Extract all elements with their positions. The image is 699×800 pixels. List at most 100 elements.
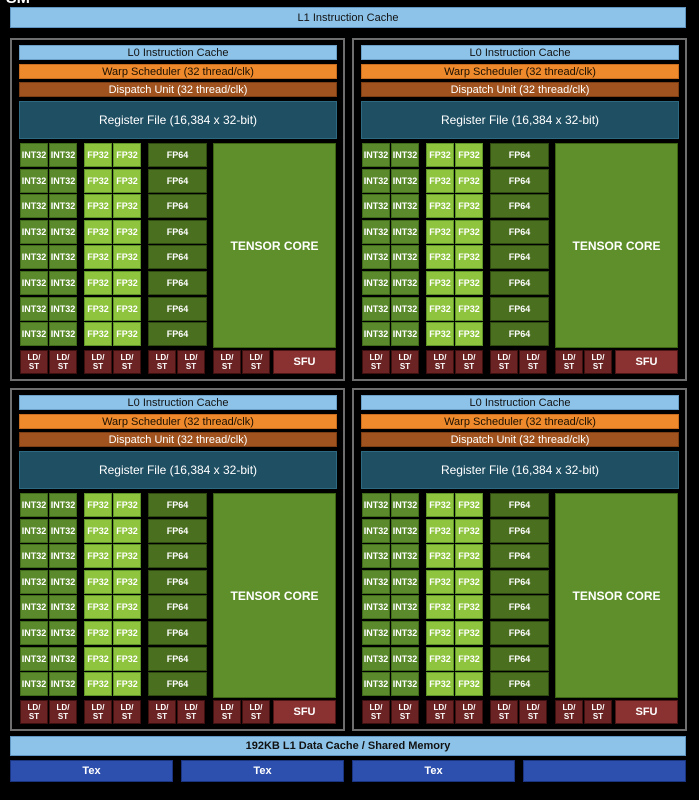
int32-unit: INT32 <box>391 322 419 347</box>
int32-unit: INT32 <box>362 569 390 594</box>
int32-unit: INT32 <box>391 271 419 295</box>
ldst-label-line1: LD/ <box>220 353 234 362</box>
ldst-label-line2: ST <box>434 362 446 371</box>
ldst-label-line2: ST <box>498 362 510 371</box>
fp32-unit: FP32 <box>84 493 112 517</box>
fp32-unit: FP32 <box>84 194 112 219</box>
ldst-label-line2: ST <box>221 712 233 721</box>
int32-unit: INT32 <box>362 271 390 295</box>
ldst-label-line1: LD/ <box>27 703 41 712</box>
int32-unit: INT32 <box>49 595 77 620</box>
int32-unit: INT32 <box>20 672 48 697</box>
ldst-unit: LD/ST <box>113 350 141 374</box>
fp32-unit: FP32 <box>84 646 112 671</box>
fp64-unit: FP64 <box>490 595 549 620</box>
fp32-unit: FP32 <box>455 672 483 697</box>
ldst-label-line2: ST <box>121 712 133 721</box>
ldst-label-line1: LD/ <box>369 703 383 712</box>
warp-scheduler: Warp Scheduler (32 thread/clk) <box>19 64 337 79</box>
tex-unit: Tex <box>352 760 515 782</box>
int32-unit: INT32 <box>391 219 419 244</box>
int32-unit: INT32 <box>49 219 77 244</box>
ldst-label-line2: ST <box>399 362 411 371</box>
fp32-unit: FP32 <box>426 621 454 645</box>
fp32-unit: FP32 <box>455 646 483 671</box>
ldst-unit: LD/ST <box>213 350 241 374</box>
fp32-unit: FP32 <box>113 245 141 270</box>
int32-unit: INT32 <box>362 646 390 671</box>
fp64-unit: FP64 <box>490 219 549 244</box>
ldst-label-line1: LD/ <box>220 703 234 712</box>
ldst-label-line1: LD/ <box>497 353 511 362</box>
int32-unit: INT32 <box>362 595 390 620</box>
warp-scheduler: Warp Scheduler (32 thread/clk) <box>361 414 679 429</box>
ldst-label-line2: ST <box>221 362 233 371</box>
fp32-unit: FP32 <box>455 143 483 167</box>
register-file: Register File (16,384 x 32-bit) <box>19 101 337 139</box>
int32-unit: INT32 <box>49 493 77 517</box>
fp32-unit: FP32 <box>113 646 141 671</box>
ldst-label-line1: LD/ <box>155 703 169 712</box>
int32-unit: INT32 <box>362 518 390 543</box>
ldst-label-line1: LD/ <box>591 353 605 362</box>
int32-unit: INT32 <box>391 569 419 594</box>
int32-unit: INT32 <box>391 143 419 167</box>
int32-unit: INT32 <box>20 646 48 671</box>
ldst-label-line2: ST <box>370 362 382 371</box>
ldst-label-line2: ST <box>527 712 539 721</box>
int32-unit: INT32 <box>362 672 390 697</box>
ldst-label-line2: ST <box>434 712 446 721</box>
ldst-unit: LD/ST <box>584 350 612 374</box>
ldst-label-line1: LD/ <box>433 353 447 362</box>
fp32-unit: FP32 <box>84 322 112 347</box>
int32-unit: INT32 <box>362 322 390 347</box>
fp64-unit: FP64 <box>148 322 207 347</box>
ldst-label-line2: ST <box>463 712 475 721</box>
ldst-unit: LD/ST <box>455 350 483 374</box>
ldst-label-line2: ST <box>92 712 104 721</box>
fp32-unit: FP32 <box>84 595 112 620</box>
fp32-unit: FP32 <box>426 271 454 295</box>
int32-unit: INT32 <box>20 296 48 321</box>
fp32-unit: FP32 <box>113 621 141 645</box>
sm-title: SM <box>6 0 30 7</box>
fp64-unit: FP64 <box>490 621 549 645</box>
fp32-unit: FP32 <box>455 493 483 517</box>
l0-instruction-cache: L0 Instruction Cache <box>19 395 337 410</box>
ldst-unit: LD/ST <box>362 350 390 374</box>
int32-unit: INT32 <box>20 518 48 543</box>
int32-unit: INT32 <box>49 621 77 645</box>
fp32-unit: FP32 <box>84 621 112 645</box>
fp64-unit: FP64 <box>148 245 207 270</box>
fp32-unit: FP32 <box>113 168 141 193</box>
int32-unit: INT32 <box>362 493 390 517</box>
dispatch-unit: Dispatch Unit (32 thread/clk) <box>19 432 337 447</box>
fp64-unit: FP64 <box>148 194 207 219</box>
fp64-unit: FP64 <box>490 493 549 517</box>
int32-unit: INT32 <box>20 493 48 517</box>
fp32-unit: FP32 <box>455 168 483 193</box>
dispatch-unit: Dispatch Unit (32 thread/clk) <box>361 82 679 97</box>
ldst-unit: LD/ST <box>177 700 205 724</box>
int32-unit: INT32 <box>49 646 77 671</box>
ldst-unit: LD/ST <box>455 700 483 724</box>
int32-unit: INT32 <box>49 296 77 321</box>
fp32-unit: FP32 <box>455 544 483 569</box>
int32-unit: INT32 <box>391 296 419 321</box>
ldst-unit: LD/ST <box>113 700 141 724</box>
register-file: Register File (16,384 x 32-bit) <box>19 451 337 489</box>
fp64-unit: FP64 <box>148 493 207 517</box>
fp64-unit: FP64 <box>490 646 549 671</box>
ldst-label-line2: ST <box>57 712 69 721</box>
fp64-unit: FP64 <box>490 672 549 697</box>
ldst-unit: LD/ST <box>242 350 270 374</box>
fp64-unit: FP64 <box>148 168 207 193</box>
fp32-unit: FP32 <box>455 194 483 219</box>
fp32-unit: FP32 <box>113 518 141 543</box>
int32-unit: INT32 <box>20 322 48 347</box>
int32-unit: INT32 <box>49 271 77 295</box>
fp32-unit: FP32 <box>113 595 141 620</box>
int32-unit: INT32 <box>49 194 77 219</box>
ldst-label-line1: LD/ <box>562 353 576 362</box>
ldst-label-line1: LD/ <box>184 353 198 362</box>
